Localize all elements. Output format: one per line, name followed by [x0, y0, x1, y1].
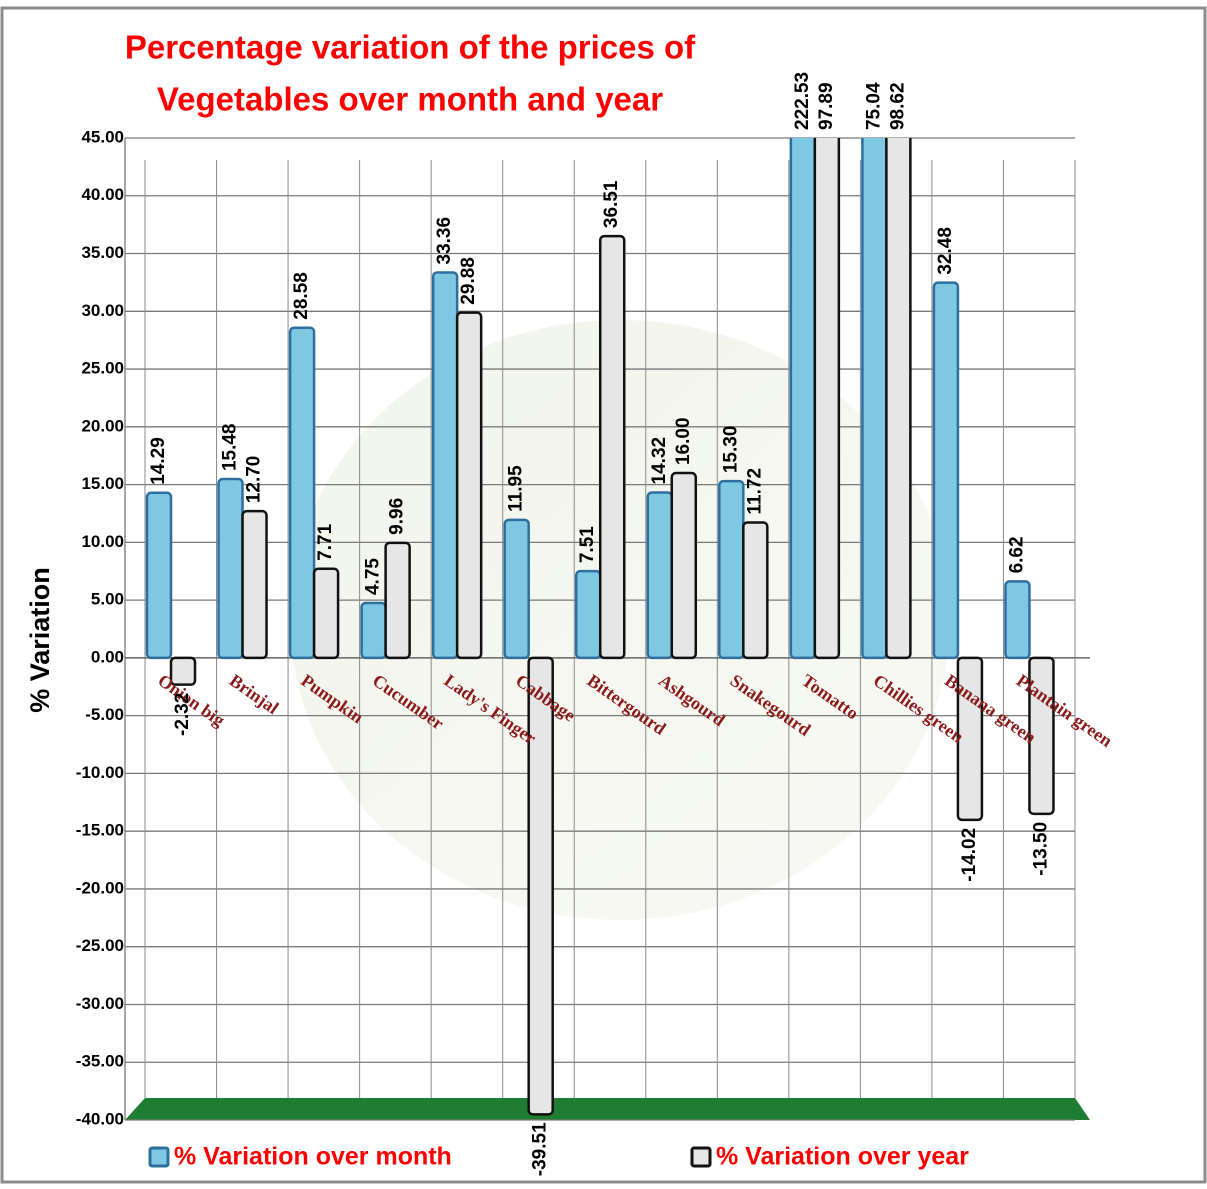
bar [145, 491, 173, 660]
bar [1028, 656, 1055, 816]
y-tick-label: 20.00 [81, 416, 124, 435]
y-tick-label: -10.00 [76, 763, 124, 782]
legend-label: % Variation over month [174, 1143, 452, 1171]
legend-swatch [690, 1146, 712, 1168]
data-label: 9.96 [387, 498, 408, 535]
y-tick-label: 30.00 [81, 301, 124, 320]
legend-label: % Variation over year [716, 1143, 969, 1171]
y-tick-label: 15.00 [81, 474, 124, 493]
bar [598, 234, 626, 660]
y-tick-label: 40.00 [81, 185, 124, 204]
data-label: 11.95 [506, 465, 527, 512]
bar [241, 509, 268, 660]
data-label: 11.72 [744, 468, 765, 515]
bar [312, 567, 340, 660]
y-tick-label: -20.00 [76, 878, 124, 897]
bar [813, 138, 841, 660]
bar [718, 479, 745, 660]
data-label: -13.50 [1030, 822, 1051, 876]
grid: -40.00 -35.00 -30.00 -25.00 -20.00 -15.00 -10.… [76, 127, 1090, 1128]
y-tick-label: 0.00 [91, 647, 124, 666]
chart-title: Percentage variation of the prices of [125, 29, 696, 66]
data-label: 6.62 [1006, 536, 1027, 573]
y-tick-label: -35.00 [76, 1052, 124, 1071]
data-label: 222.53 [792, 72, 813, 130]
bar [527, 656, 554, 1116]
bar [455, 311, 483, 660]
bar [1004, 580, 1031, 660]
y-axis-title: % Variation [25, 567, 55, 713]
data-label: 4.75 [363, 558, 384, 595]
data-label: -14.02 [959, 828, 980, 882]
floor [125, 1098, 1090, 1120]
data-label: 7.51 [577, 526, 598, 563]
y-tick-label: 5.00 [91, 590, 124, 609]
data-label: 29.88 [458, 257, 479, 305]
legend-swatch [148, 1146, 170, 1168]
y-tick-label: 10.00 [81, 532, 124, 551]
data-label: 16.00 [673, 417, 694, 465]
data-label: 12.70 [244, 456, 265, 504]
bar [288, 326, 316, 660]
bar [885, 138, 912, 660]
bar [742, 521, 769, 660]
bars [145, 138, 1055, 1116]
y-tick-label: -40.00 [76, 1109, 124, 1128]
data-label: -39.51 [530, 1122, 551, 1176]
data-label: 14.29 [148, 437, 169, 485]
bar [670, 471, 698, 660]
data-label: 15.48 [220, 423, 241, 471]
y-tick-label: -25.00 [76, 936, 124, 955]
bar [360, 601, 387, 660]
y-tick-label: -5.00 [85, 705, 124, 724]
bar [932, 281, 960, 660]
bar [646, 491, 674, 660]
chart-title: Vegetables over month and year [157, 81, 663, 118]
y-tick-label: -30.00 [76, 994, 124, 1013]
y-tick-label: 35.00 [81, 243, 124, 262]
data-label: 14.32 [649, 437, 670, 485]
bar [431, 271, 459, 660]
data-label: 15.30 [720, 426, 741, 474]
data-label: 75.04 [863, 82, 884, 130]
y-tick-label: -15.00 [76, 821, 124, 840]
y-tick-label: 25.00 [81, 359, 124, 378]
bar [169, 656, 197, 686]
data-label: 97.89 [816, 82, 837, 130]
bar [956, 656, 984, 822]
y-tick-label: 45.00 [81, 127, 124, 146]
data-label: -2.32 [172, 693, 193, 736]
data-label: 33.36 [434, 217, 455, 265]
data-label: 7.71 [315, 523, 336, 560]
data-label: 98.62 [887, 82, 908, 130]
data-label: 28.58 [291, 272, 312, 320]
data-label: 36.51 [601, 180, 622, 228]
bar [503, 518, 530, 660]
bar [789, 138, 817, 660]
data-label: 32.48 [935, 227, 956, 275]
bar [574, 569, 602, 660]
bar [384, 541, 411, 660]
bar [217, 477, 244, 660]
